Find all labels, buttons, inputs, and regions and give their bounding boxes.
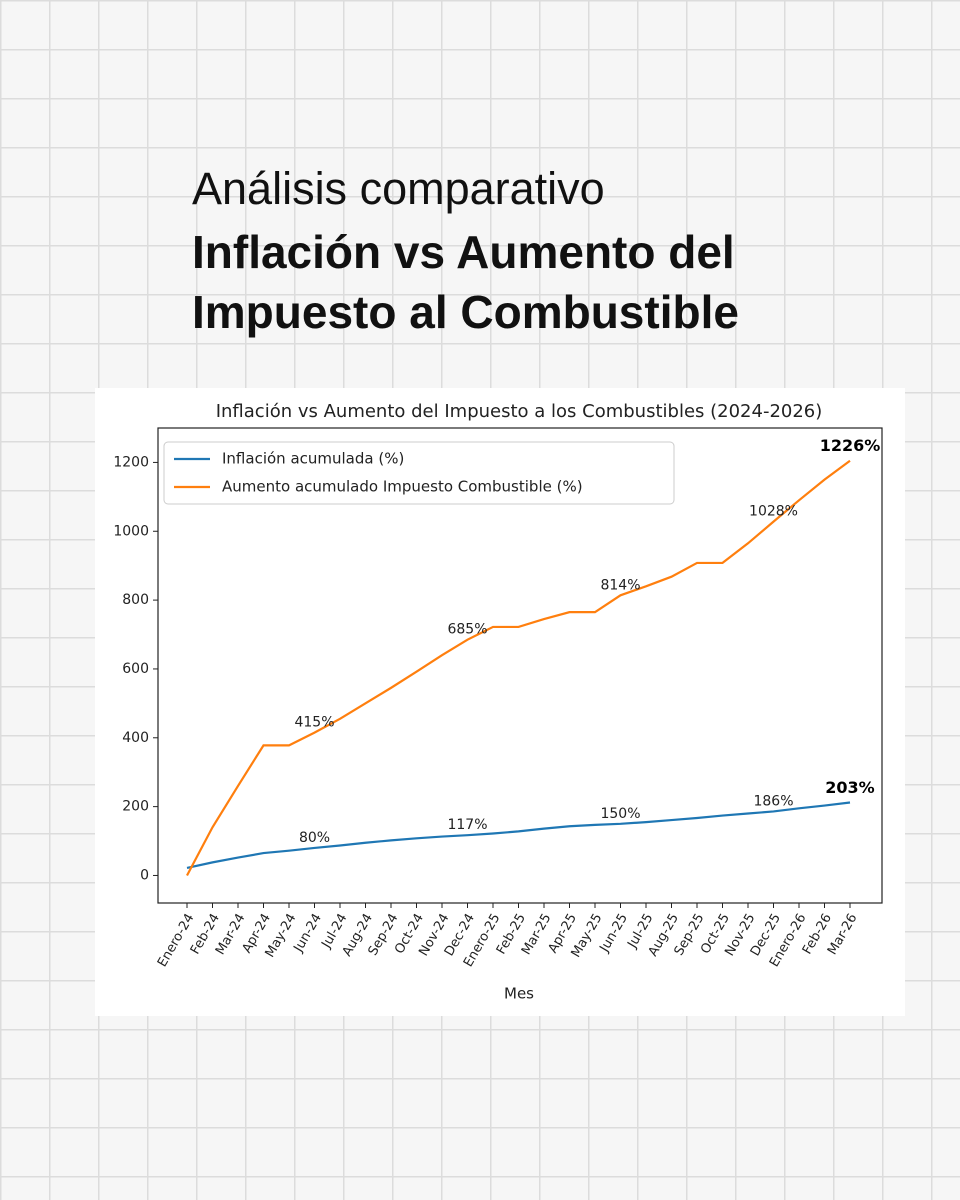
y-tick-label: 200 (122, 799, 149, 815)
x-axis-label: Mes (504, 985, 534, 1003)
y-tick-label: 1200 (113, 454, 149, 470)
data-label: 685% (447, 622, 487, 638)
chart-title: Inflación vs Aumento del Impuesto a los … (216, 401, 823, 422)
legend-label: Aumento acumulado Impuesto Combustible (… (222, 478, 583, 496)
data-label: 1226% (820, 436, 881, 455)
series-line (186, 801, 851, 869)
y-tick-label: 600 (122, 661, 149, 677)
data-label: 814% (600, 577, 640, 593)
y-tick-label: 1000 (113, 523, 149, 539)
data-label: 203% (825, 778, 874, 797)
legend-label: Inflación acumulada (%) (222, 450, 404, 468)
y-tick-label: 0 (140, 867, 149, 883)
kicker: Análisis comparativo (192, 163, 605, 214)
data-label: 1028% (749, 504, 798, 520)
data-label: 186% (753, 793, 793, 809)
data-label: 117% (447, 817, 487, 833)
y-tick-label: 400 (122, 730, 149, 746)
legend-box (163, 441, 675, 505)
data-label: 80% (299, 830, 330, 846)
headline: Inflación vs Aumento del (192, 226, 735, 278)
y-tick-label: 800 (122, 592, 149, 608)
series-line (186, 459, 851, 876)
plot-frame (157, 427, 883, 904)
data-label: 415% (294, 715, 334, 731)
data-label: 150% (600, 806, 640, 822)
headline: Impuesto al Combustible (192, 286, 739, 338)
